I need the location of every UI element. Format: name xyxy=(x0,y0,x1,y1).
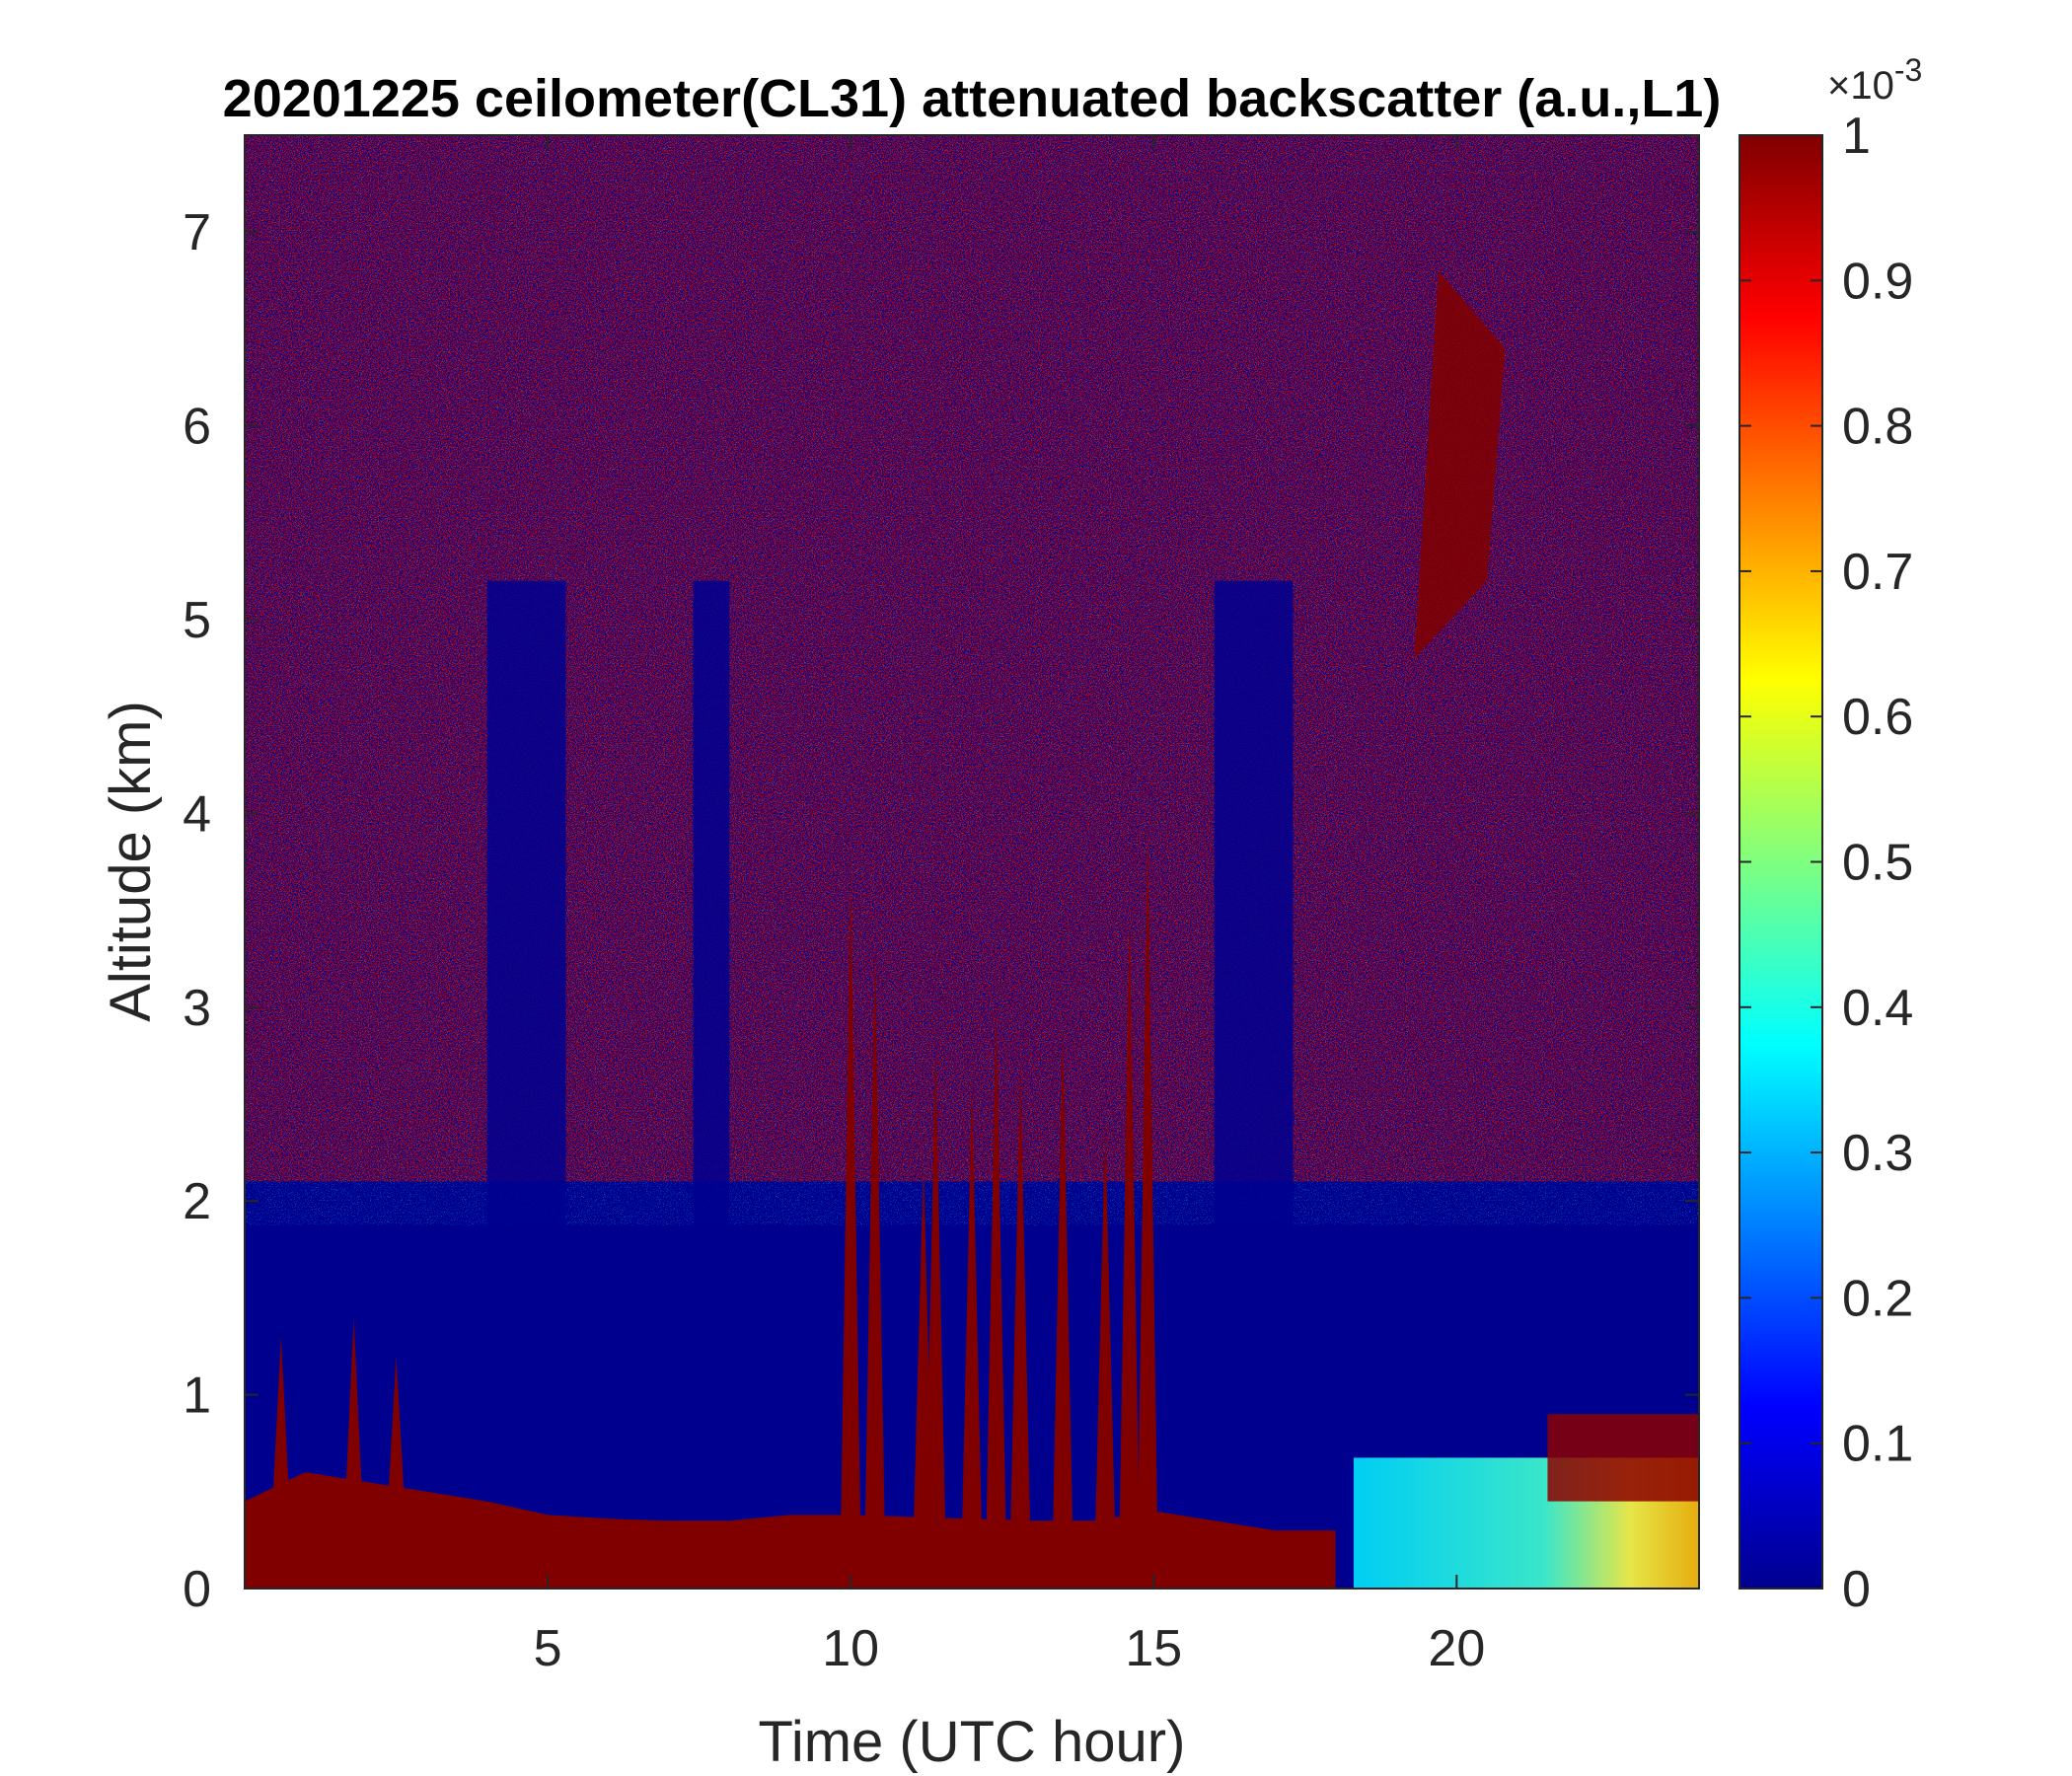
cloud-column-10 xyxy=(1053,1026,1073,1531)
surface-layer xyxy=(245,1472,1336,1589)
x-tick-label-0: 5 xyxy=(534,1620,562,1677)
colorbar-tick-label-3: 0.3 xyxy=(1842,1125,1913,1182)
clear-column-2 xyxy=(1214,580,1294,1589)
cloud-column-12 xyxy=(1119,910,1140,1531)
y-tick-label-6: 6 xyxy=(183,399,211,456)
x-axis: 5 10 15 20 xyxy=(534,135,1485,1677)
colorbar-tick-label-8: 0.8 xyxy=(1842,399,1913,456)
clear-column-0 xyxy=(486,580,566,1589)
y-tick-label-0: 0 xyxy=(183,1561,211,1618)
cloud-column-7 xyxy=(962,1084,982,1531)
cloud-column-4 xyxy=(864,948,885,1531)
colorbar-tick-label-10: 1 xyxy=(1842,108,1871,165)
colorbar-exponent-base: ×10 xyxy=(1827,64,1894,108)
x-tick-label-2: 15 xyxy=(1125,1620,1182,1677)
cloud-column-1 xyxy=(343,1317,364,1531)
colorbar-tick-label-7: 0.7 xyxy=(1842,544,1913,601)
cloud-column-9 xyxy=(1010,1065,1031,1531)
cloud-column-0 xyxy=(270,1336,291,1531)
cloud-column-2 xyxy=(386,1356,407,1531)
boundary-layer-top-cloud xyxy=(1547,1414,1699,1502)
x-tick-label-3: 20 xyxy=(1428,1620,1485,1677)
heatmap-plot-area xyxy=(245,135,1699,1589)
cloud-column-13 xyxy=(1138,833,1158,1531)
colorbar-ticks: 0 0.1 0.2 0.3 0.4 0.5 0.6 0.7 0.8 0.9 1 xyxy=(1739,108,1913,1618)
y-tick-label-4: 4 xyxy=(183,785,211,843)
colorbar-exponent-power: -3 xyxy=(1894,52,1922,88)
colorbar-gradient xyxy=(1739,134,1823,1590)
heatmap-noise-speckle xyxy=(245,135,1699,1225)
y-tick-label-5: 5 xyxy=(183,592,211,649)
chart-title: 20201225 ceilometer(CL31) attenuated bac… xyxy=(223,69,1722,128)
y-axis-title: Altitude (km) xyxy=(99,701,163,1022)
y-tick-label-2: 2 xyxy=(183,1173,211,1230)
x-tick-label-1: 10 xyxy=(822,1620,879,1677)
colorbar-tick-label-1: 0.1 xyxy=(1842,1416,1913,1473)
colorbar-tick-label-5: 0.5 xyxy=(1842,835,1913,892)
colorbar-tick-label-4: 0.4 xyxy=(1842,980,1913,1037)
cloud-column-3 xyxy=(841,871,861,1531)
y-tick-label-7: 7 xyxy=(183,204,211,261)
colorbar-exponent: ×10-3 xyxy=(1827,52,1922,108)
colorbar-tick-label-9: 0.9 xyxy=(1842,253,1913,310)
colorbar-tick-label-0: 0 xyxy=(1842,1561,1871,1618)
plot-frame xyxy=(244,134,1700,1590)
cloud-column-8 xyxy=(986,1006,1006,1531)
colorbar-tick-label-6: 0.6 xyxy=(1842,689,1913,746)
cloud-column-11 xyxy=(1095,1123,1116,1531)
colorbar-tick-label-2: 0.2 xyxy=(1842,1270,1913,1327)
y-tick-label-1: 1 xyxy=(183,1368,211,1425)
clear-column-1 xyxy=(693,580,730,1589)
high-cloud-0 xyxy=(1414,270,1506,659)
cloud-column-6 xyxy=(925,1046,946,1531)
colorbar: 0 0.1 0.2 0.3 0.4 0.5 0.6 0.7 0.8 0.9 1 ×10-3 xyxy=(1739,52,1922,1618)
y-tick-label-3: 3 xyxy=(183,980,211,1037)
y-axis: 0 1 2 3 4 5 6 7 xyxy=(183,204,1699,1618)
x-axis-title: Time (UTC hour) xyxy=(759,1710,1186,1774)
